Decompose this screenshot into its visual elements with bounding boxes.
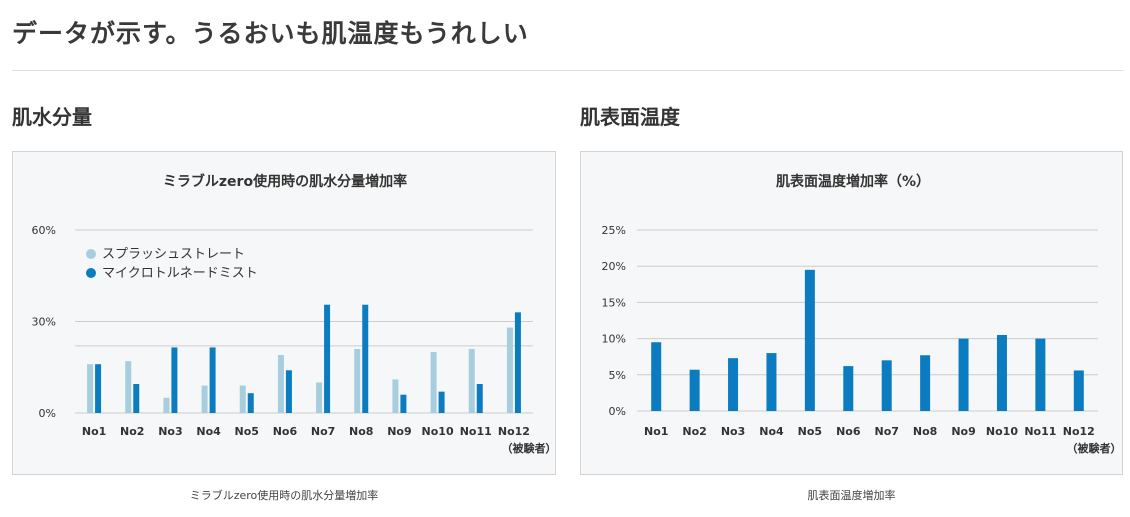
section-title-skin-temperature: 肌表面温度 [580, 105, 680, 129]
moisture-bar-no12-s1 [506, 327, 513, 413]
moisture-bar-no6-s2 [285, 370, 292, 413]
temp-ytick-label: 10% [602, 333, 626, 346]
moisture-ytick-label: 30% [32, 316, 56, 329]
moisture-xtick-label: No2 [120, 425, 144, 438]
moisture-bar-no11-s1 [468, 348, 475, 413]
temp-xtick-label: No3 [721, 425, 745, 438]
moisture-chart: ミラブルzero使用時の肌水分量増加率 0% 30% 60% No1 No2 No3 No4 N… [32, 173, 557, 455]
moisture-bar-no11-s2 [476, 384, 483, 413]
moisture-bar-no5-s2 [247, 393, 254, 413]
moisture-legend-label: スプラッシュストレート [102, 247, 245, 262]
temp-bar-no7-s1 [881, 360, 892, 411]
moisture-bar-no4-s1 [201, 385, 208, 413]
temp-title: 肌表面温度増加率（%） [776, 173, 930, 190]
moisture-bar-no6-s1 [277, 355, 284, 413]
temp-xtick-label: No2 [682, 425, 706, 438]
moisture-legend-item: スプラッシュストレート [85, 247, 285, 262]
temp-ytick-label: 0% [609, 405, 626, 418]
moisture-bar-no2-s1 [125, 361, 132, 413]
temp-bar-no4-s1 [766, 353, 777, 411]
page-title: データが示す。うるおいも肌温度もうれしい [12, 19, 529, 48]
moisture-bar-no4-s2 [209, 347, 216, 413]
moisture-bar-no3-s1 [163, 397, 170, 413]
moisture-bar-no8-s1 [354, 348, 361, 413]
temp-bar-no10-s1 [996, 334, 1007, 411]
temp-bar-no9-s1 [958, 338, 969, 411]
moisture-xtick-label: No11 [460, 425, 492, 438]
moisture-xtick-label: No6 [273, 425, 298, 438]
moisture-bar-no5-s1 [239, 385, 246, 413]
temp-bar-no1-s1 [651, 342, 662, 411]
temp-bar-no2-s1 [689, 369, 700, 411]
temp-xtick-label: No11 [1024, 425, 1056, 438]
temp-bar-no3-s1 [728, 358, 739, 411]
temp-xtick-label: No6 [836, 425, 861, 438]
temp-bar-no5-s1 [804, 269, 815, 411]
temp-bar-no8-s1 [920, 355, 931, 411]
temp-bar-no6-s1 [843, 366, 854, 411]
moisture-bar-no8-s2 [362, 304, 369, 413]
temp-ytick-label: 15% [602, 296, 626, 309]
moisture-legend-swatch [86, 249, 96, 259]
moisture-xtick-label: No1 [82, 425, 106, 438]
moisture-xtick-label: No5 [235, 425, 259, 438]
moisture-legend-bg [85, 267, 285, 281]
temp-xtick-label: No12 [1063, 425, 1095, 438]
temp-xtick-label: No9 [951, 425, 975, 438]
moisture-legend-bg [85, 248, 285, 262]
moisture-bar-no2-s2 [133, 384, 140, 413]
temp-ytick-label: 25% [602, 224, 626, 237]
temp-xtick-label: No7 [874, 425, 898, 438]
temp-xtick-label: No4 [759, 425, 784, 438]
moisture-bar-no1-s2 [95, 364, 102, 413]
moisture-title: ミラブルzero使用時の肌水分量増加率 [163, 173, 407, 190]
moisture-chart-card: ミラブルzero使用時の肌水分量増加率 0% 30% 60% No1 No2 No3 No4 N… [12, 151, 557, 475]
moisture-x-subject-label: （被験者） [502, 441, 557, 455]
moisture-xtick-label: No3 [158, 425, 182, 438]
moisture-bar-no10-s1 [430, 352, 437, 413]
moisture-chart-caption: ミラブルzero使用時の肌水分量増加率 [189, 489, 379, 502]
moisture-bar-no1-s1 [87, 364, 94, 413]
moisture-xtick-label: No8 [349, 425, 373, 438]
temp-bar-no12-s1 [1073, 370, 1084, 411]
moisture-bar-no9-s1 [392, 379, 399, 413]
moisture-bar-no10-s2 [438, 391, 445, 413]
moisture-legend-swatch [86, 268, 96, 278]
temp-xtick-label: No5 [798, 425, 822, 438]
temperature-chart-caption: 肌表面温度増加率 [807, 489, 896, 502]
temp-bar-no11-s1 [1035, 338, 1046, 411]
moisture-bar-no9-s2 [400, 394, 407, 413]
moisture-bar-no7-s1 [316, 382, 323, 413]
moisture-legend-item: マイクロトルネードミスト [85, 266, 285, 281]
temp-xtick-label: No10 [986, 425, 1018, 438]
temp-xtick-label: No8 [913, 425, 937, 438]
moisture-bar-no3-s2 [171, 347, 178, 413]
title-divider [12, 70, 1123, 71]
moisture-xtick-label: No12 [498, 425, 530, 438]
moisture-xtick-label: No9 [387, 425, 411, 438]
moisture-ytick-label: 60% [32, 224, 56, 237]
moisture-bar-no12-s2 [514, 312, 521, 413]
moisture-legend-label: マイクロトルネードミスト [102, 266, 258, 281]
temperature-chart: 肌表面温度増加率（%） 0% 5% 10% 15% 20% 25% No1 No2 No3 No4 N… [602, 173, 1122, 455]
moisture-xtick-label: No10 [422, 425, 454, 438]
moisture-xtick-label: No7 [311, 425, 335, 438]
temp-ytick-label: 5% [609, 369, 626, 382]
temp-xtick-label: No1 [644, 425, 668, 438]
moisture-xtick-label: No4 [196, 425, 221, 438]
moisture-bar-no7-s2 [324, 304, 331, 413]
temp-ytick-label: 20% [602, 260, 626, 273]
section-title-skin-moisture: 肌水分量 [12, 105, 92, 129]
temperature-chart-card: 肌表面温度増加率（%） 0% 5% 10% 15% 20% 25% No1 No2 No3 No4 N… [580, 151, 1123, 475]
moisture-ytick-label: 0% [39, 407, 56, 420]
temp-x-subject-label: （被験者） [1067, 441, 1122, 455]
